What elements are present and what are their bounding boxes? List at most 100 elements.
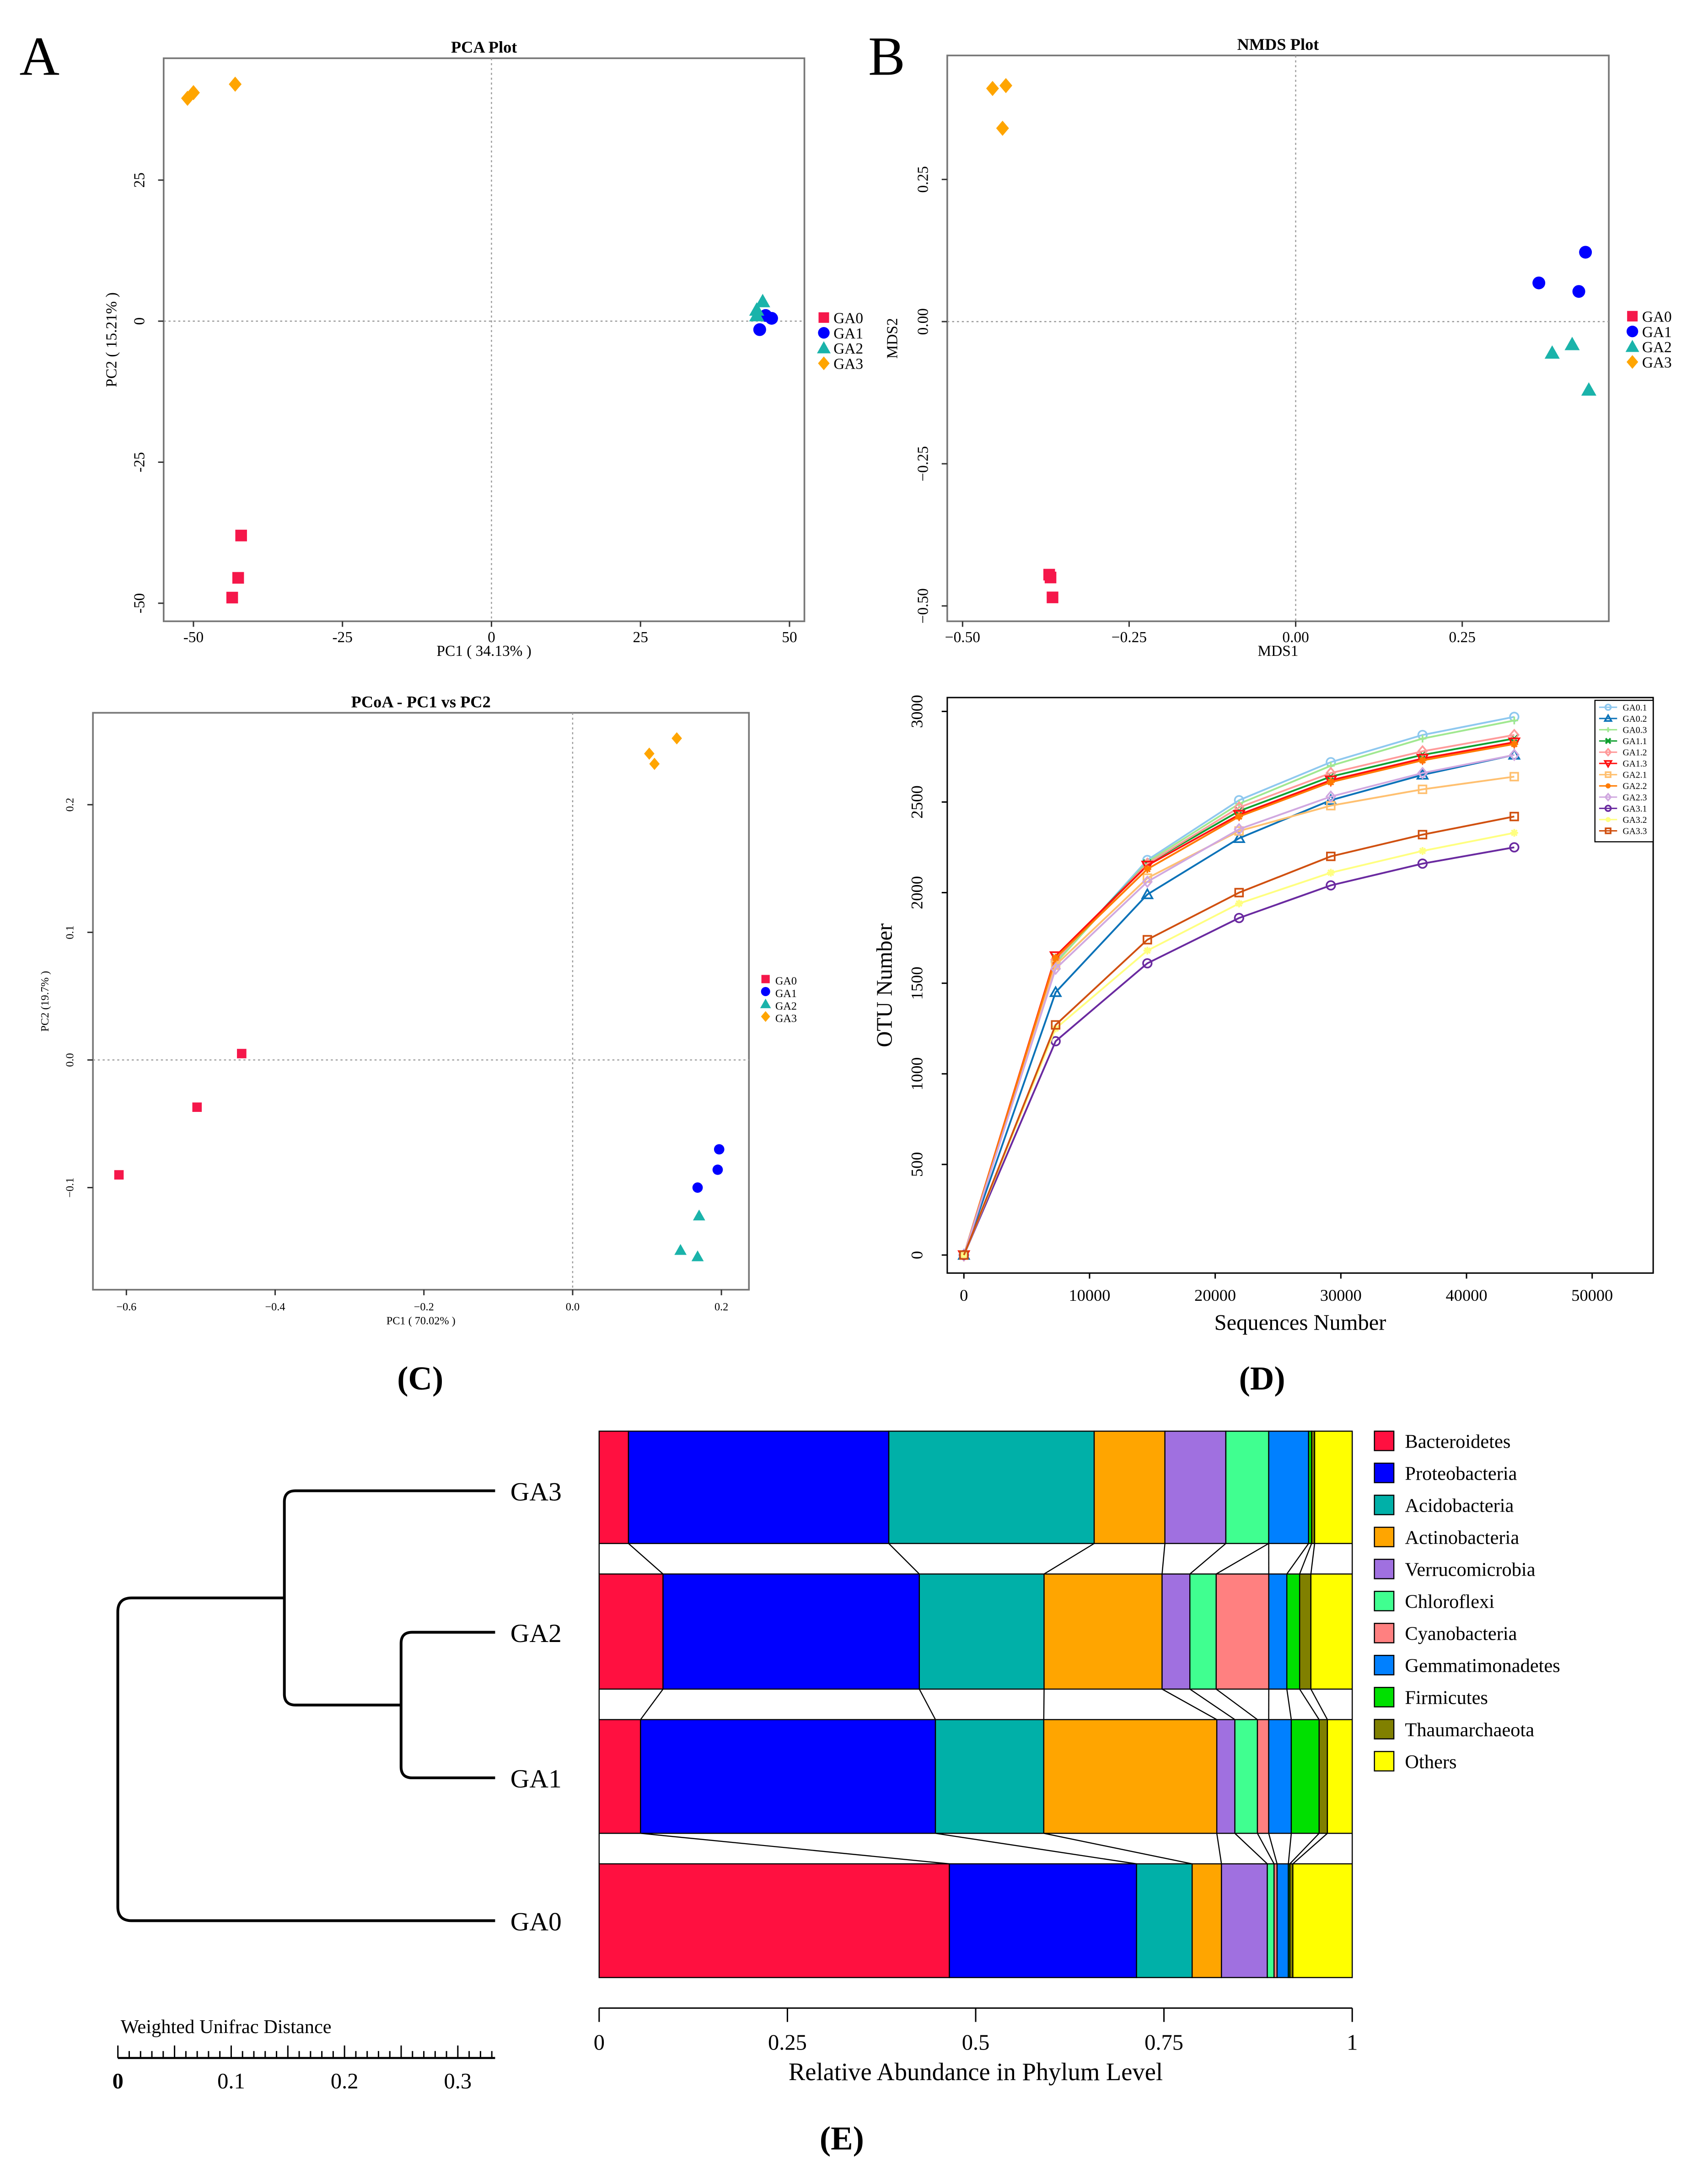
plot-title: NMDS Plot bbox=[1237, 35, 1319, 54]
data-point-ga1 bbox=[1532, 277, 1545, 290]
data-point-ga1 bbox=[714, 1144, 725, 1154]
connector-line bbox=[640, 1833, 949, 1864]
legend-label: Cyanobacteria bbox=[1405, 1623, 1517, 1645]
legend-marker-ga3 bbox=[1627, 355, 1638, 369]
branch-ga3 bbox=[285, 1491, 495, 1705]
data-point-GA2.2 bbox=[1144, 865, 1151, 873]
y-tick-label: 1500 bbox=[908, 966, 926, 1000]
data-point-ga1 bbox=[1573, 285, 1585, 298]
legend-swatch-Gemmatimonadetes bbox=[1375, 1655, 1394, 1674]
legend-marker-ga3 bbox=[761, 1011, 770, 1022]
bar-segment-GA2-Others bbox=[1311, 1574, 1352, 1689]
connector-line bbox=[1216, 1544, 1269, 1574]
y-axis-label: PC2 (19.7% ) bbox=[39, 971, 51, 1032]
bar-segment-GA1-Bacteroidetes bbox=[599, 1720, 640, 1834]
x-tick-label: -25 bbox=[332, 629, 352, 646]
legend-label: Verrucomicrobia bbox=[1405, 1559, 1535, 1581]
panel-label-e: (E) bbox=[820, 2120, 864, 2157]
connector-line bbox=[889, 1544, 919, 1574]
data-point-ga3 bbox=[644, 747, 655, 760]
x-tick-label: −0.4 bbox=[265, 1301, 285, 1313]
bar-segment-GA0-Acidobacteria bbox=[1137, 1864, 1192, 1978]
legend-label: Chloroflexi bbox=[1405, 1591, 1494, 1613]
data-point-ga2 bbox=[1581, 382, 1596, 396]
y-axis-label: PC2 ( 15.21% ) bbox=[103, 292, 120, 387]
legend-swatch-Bacteroidetes bbox=[1375, 1431, 1394, 1450]
bar-segment-GA3-Acidobacteria bbox=[889, 1431, 1094, 1544]
legend-label: Actinobacteria bbox=[1405, 1527, 1519, 1549]
data-point-GA2.2 bbox=[1327, 778, 1335, 786]
x-tick-label: −0.25 bbox=[1112, 629, 1147, 646]
data-point-ga3 bbox=[229, 77, 242, 92]
data-point-ga0 bbox=[237, 1049, 247, 1058]
y-axis-label: OTU Number bbox=[873, 923, 897, 1047]
legend-marker-ga2 bbox=[817, 341, 831, 353]
y-tick-label: −0.1 bbox=[64, 1178, 76, 1198]
legend-label: GA2 bbox=[833, 340, 863, 357]
legend-marker-ga1 bbox=[818, 327, 829, 338]
legend-label: GA1 bbox=[1642, 324, 1672, 341]
x-tick-label: 40000 bbox=[1446, 1286, 1488, 1304]
series-line-GA3.3 bbox=[964, 816, 1514, 1255]
x-tick-label: 0 bbox=[594, 2030, 605, 2055]
data-point-ga2 bbox=[692, 1250, 704, 1261]
data-point-ga0 bbox=[232, 572, 244, 584]
connector-line bbox=[1190, 1689, 1235, 1720]
data-point-ga3 bbox=[999, 78, 1012, 93]
legend-marker bbox=[1606, 783, 1611, 789]
data-point-ga1 bbox=[713, 1164, 723, 1175]
bar-segment-GA0-Gemmatimonadetes bbox=[1277, 1864, 1289, 1978]
data-point-ga1 bbox=[753, 323, 766, 336]
y-tick-label: 2500 bbox=[908, 785, 926, 819]
legend-label: Proteobacteria bbox=[1405, 1463, 1517, 1484]
legend-swatch-Thaumarchaeota bbox=[1375, 1719, 1394, 1739]
legend-swatch-Verrucomicrobia bbox=[1375, 1559, 1394, 1578]
y-tick-label: 500 bbox=[908, 1152, 926, 1177]
data-point-ga1 bbox=[693, 1182, 703, 1193]
leaf-label-ga2: GA2 bbox=[510, 1619, 562, 1648]
data-point-GA2.2 bbox=[1052, 954, 1059, 962]
y-tick-label: 0 bbox=[908, 1251, 926, 1259]
bar-segment-GA2-Bacteroidetes bbox=[599, 1574, 663, 1689]
x-tick-label: 0.75 bbox=[1144, 2030, 1183, 2055]
legend-marker-ga1 bbox=[761, 987, 770, 996]
legend-marker-ga0 bbox=[762, 975, 770, 983]
connector-line bbox=[1216, 1689, 1257, 1720]
legend-label: Others bbox=[1405, 1751, 1456, 1773]
legend-label: GA0.2 bbox=[1622, 714, 1647, 724]
data-point-ga2 bbox=[693, 1210, 705, 1221]
data-point-ga3 bbox=[996, 121, 1009, 136]
bar-segment-GA1-Thaumarchaeota bbox=[1319, 1720, 1327, 1834]
y-tick-label: -25 bbox=[131, 452, 148, 472]
data-point-GA3.2 bbox=[1327, 869, 1335, 877]
leaf-label-ga0: GA0 bbox=[510, 1908, 562, 1937]
bar-segment-GA2-Firmicutes bbox=[1287, 1574, 1300, 1689]
legend-marker-ga0 bbox=[818, 312, 829, 323]
bar-segment-GA0-Proteobacteria bbox=[950, 1864, 1137, 1978]
legend-label: GA3 bbox=[833, 356, 863, 373]
bar-segment-GA3-Actinobacteria bbox=[1094, 1431, 1165, 1544]
legend-label: Gemmatimonadetes bbox=[1405, 1655, 1560, 1677]
legend-label: Acidobacteria bbox=[1405, 1495, 1514, 1516]
legend-label: GA2 bbox=[1642, 339, 1672, 356]
data-point-ga2 bbox=[755, 294, 770, 307]
scale-tick-label: 0 bbox=[113, 2069, 124, 2093]
legend-label: Firmicutes bbox=[1405, 1687, 1488, 1709]
bar-segment-GA2-Gemmatimonadetes bbox=[1269, 1574, 1287, 1689]
legend-swatch-Acidobacteria bbox=[1375, 1495, 1394, 1514]
x-tick-label: 50000 bbox=[1571, 1286, 1613, 1304]
panel-label-a: A bbox=[19, 26, 59, 87]
data-point-ga2 bbox=[674, 1244, 687, 1255]
y-tick-label: 3000 bbox=[908, 695, 926, 728]
legend-marker-ga1 bbox=[1627, 326, 1638, 337]
panel-label-b: B bbox=[868, 26, 905, 87]
leaf-label-ga1: GA1 bbox=[510, 1765, 562, 1793]
plot-title: PCoA - PC1 vs PC2 bbox=[351, 692, 491, 711]
x-tick-label: 50 bbox=[782, 629, 797, 646]
connector-line bbox=[1162, 1544, 1165, 1574]
